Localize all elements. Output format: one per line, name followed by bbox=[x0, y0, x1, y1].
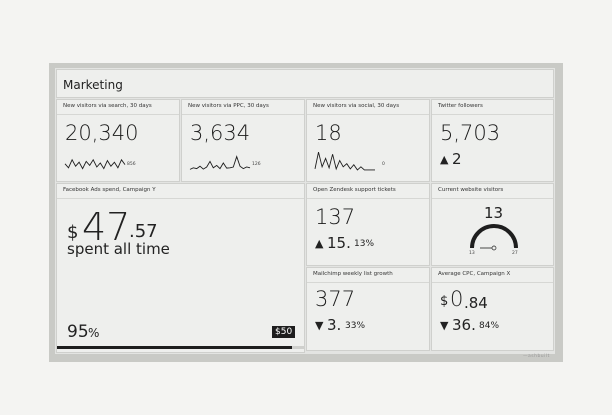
widget-current-visitors[interactable]: Current website visitors 13 13 27 bbox=[431, 183, 554, 266]
widget-social-visitors[interactable]: New visitors via social, 30 days 18 0 bbox=[306, 99, 430, 182]
trend-down-icon: ▼ bbox=[315, 319, 324, 332]
widget-ppc-visitors[interactable]: New visitors via PPC, 30 days 3,634 126 bbox=[181, 99, 305, 182]
widget-header: Twitter followers bbox=[432, 100, 553, 115]
widget-header: Average CPC, Campaign X bbox=[432, 268, 553, 283]
widget-zendesk-tickets[interactable]: Open Zendesk support tickets 137 ▲ 15. 1… bbox=[306, 183, 430, 266]
sparkline-path bbox=[64, 158, 126, 170]
widget-label: Facebook Ads spend, Campaign Y bbox=[63, 187, 156, 193]
spend-decimal: .57 bbox=[129, 221, 158, 242]
sparkline-path bbox=[314, 151, 375, 171]
progress-fill bbox=[57, 346, 292, 349]
widget-label: New visitors via PPC, 30 days bbox=[188, 103, 269, 109]
widget-change: 2 bbox=[452, 150, 462, 168]
widget-header: Mailchimp weekly list growth bbox=[307, 268, 429, 283]
trend-up-icon: ▲ bbox=[315, 237, 324, 250]
widget-header: New visitors via search, 30 days bbox=[57, 100, 179, 115]
progress-percent-sign: % bbox=[88, 326, 100, 340]
widget-value: 20,340 bbox=[65, 121, 139, 145]
trend-down-icon: ▼ bbox=[440, 319, 449, 332]
widget-header: New visitors via PPC, 30 days bbox=[182, 100, 304, 115]
currency-symbol: $ bbox=[67, 222, 79, 243]
widget-label: New visitors via social, 30 days bbox=[313, 103, 400, 109]
currency-symbol: $ bbox=[440, 294, 449, 309]
widget-header: Current website visitors bbox=[432, 184, 553, 199]
widget-value: 3,634 bbox=[190, 121, 251, 145]
gauge-dial bbox=[470, 224, 518, 251]
widget-twitter-followers[interactable]: Twitter followers 5,703 ▲ 2 bbox=[431, 99, 554, 182]
widget-header: Facebook Ads spend, Campaign Y bbox=[57, 184, 304, 199]
widget-label: Open Zendesk support tickets bbox=[313, 187, 396, 193]
spend-integer: 47 bbox=[82, 205, 131, 249]
brand-logo: —ashbuilt bbox=[523, 354, 550, 359]
widget-value: 137 bbox=[315, 205, 356, 229]
spend-subtitle: spent all time bbox=[67, 240, 170, 258]
dashboard-title: Marketing bbox=[63, 78, 123, 92]
cpc-decimal: .84 bbox=[464, 294, 488, 312]
widget-value: 5,703 bbox=[440, 121, 501, 145]
change-decimal: 33% bbox=[345, 321, 366, 331]
widget-value: 18 bbox=[315, 121, 342, 145]
widget-label: Current website visitors bbox=[438, 187, 504, 193]
change-integer: 15. bbox=[327, 234, 351, 252]
widget-facebook-spend[interactable]: Facebook Ads spend, Campaign Y $ 47 .57 … bbox=[56, 183, 305, 353]
sparkline-max-label: 126 bbox=[252, 162, 261, 167]
sparkline-max-label: 0 bbox=[382, 162, 385, 167]
widget-mailchimp-growth[interactable]: Mailchimp weekly list growth 377 ▼ 3. 33… bbox=[306, 267, 430, 351]
sparkline-search bbox=[64, 158, 126, 170]
widget-label: New visitors via search, 30 days bbox=[63, 103, 152, 109]
sparkline-social bbox=[314, 151, 375, 171]
dashboard-header: Marketing bbox=[56, 69, 554, 98]
change-decimal: 13% bbox=[354, 239, 375, 249]
progress-percent: 95 bbox=[67, 322, 89, 342]
dashboard-screen: Marketing New visitors via search, 30 da… bbox=[55, 68, 555, 359]
widget-label: Twitter followers bbox=[438, 103, 483, 109]
cpc-integer: 0 bbox=[450, 287, 464, 311]
sparkline-path bbox=[189, 155, 251, 170]
budget-badge: $50 bbox=[272, 326, 296, 338]
widget-label: Average CPC, Campaign X bbox=[438, 271, 511, 277]
change-integer: 3. bbox=[327, 316, 342, 334]
gauge-value: 13 bbox=[484, 204, 504, 222]
widget-search-visitors[interactable]: New visitors via search, 30 days 20,340 … bbox=[56, 99, 180, 182]
widget-value: 377 bbox=[315, 287, 356, 311]
gauge-min-label: 13 bbox=[469, 251, 475, 256]
sparkline-max-label: 856 bbox=[127, 162, 136, 167]
change-decimal: 84% bbox=[479, 321, 500, 331]
widget-header: New visitors via social, 30 days bbox=[307, 100, 429, 115]
widget-average-cpc[interactable]: Average CPC, Campaign X $ 0 .84 ▼ 36. 84… bbox=[431, 267, 554, 351]
widget-label: Mailchimp weekly list growth bbox=[313, 271, 393, 277]
sparkline-ppc bbox=[189, 155, 251, 170]
change-integer: 36. bbox=[452, 316, 476, 334]
trend-up-icon: ▲ bbox=[440, 153, 449, 166]
gauge-max-label: 27 bbox=[512, 251, 518, 256]
widget-header: Open Zendesk support tickets bbox=[307, 184, 429, 199]
